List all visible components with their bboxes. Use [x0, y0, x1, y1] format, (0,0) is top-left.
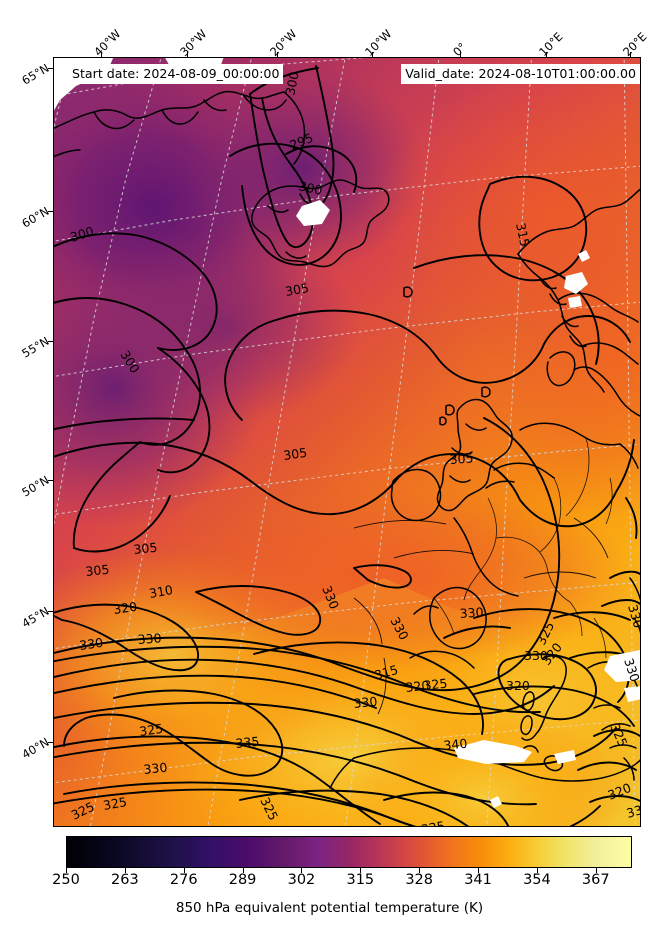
lon-tick-mark — [546, 52, 547, 57]
svg-text:335: 335 — [235, 734, 260, 751]
lat-tick-label: 45°N — [19, 603, 52, 631]
lon-tick-mark — [372, 52, 373, 57]
svg-text:330: 330 — [353, 694, 378, 711]
colorbar-tick-mark — [183, 868, 185, 873]
svg-text:305: 305 — [85, 562, 110, 579]
colorbar-tick-label: 289 — [228, 872, 257, 888]
colorbar-tick-mark — [66, 868, 67, 873]
colorbar-gradient — [67, 837, 631, 867]
lat-tick-label: 60°N — [19, 203, 52, 231]
lon-tick-label: 10°W — [362, 26, 395, 59]
svg-text:300: 300 — [68, 223, 95, 245]
colorbar-axis-label: 850 hPa equivalent potential temperature… — [175, 900, 484, 916]
lon-tick-label: 30°W — [177, 26, 210, 59]
svg-text:320: 320 — [506, 678, 530, 693]
svg-text:305: 305 — [133, 540, 158, 557]
svg-text:310: 310 — [148, 582, 174, 601]
lat-tick-label: 55°N — [19, 333, 52, 361]
lon-tick-mark — [277, 52, 278, 57]
colorbar-tick-label: 315 — [346, 872, 375, 888]
lat-tick-mark — [48, 611, 53, 612]
lon-tick-label: 20°W — [267, 26, 300, 59]
svg-text:330: 330 — [78, 635, 104, 653]
svg-text:330: 330 — [143, 760, 168, 777]
colorbar-tick-label: 328 — [405, 872, 434, 888]
svg-text:330: 330 — [137, 630, 162, 647]
svg-text:330: 330 — [524, 648, 548, 663]
lat-tick-label: 40°N — [19, 734, 52, 762]
lat-tick-mark — [48, 341, 53, 342]
svg-text:325: 325 — [423, 676, 448, 693]
colorbar-tick-label: 276 — [169, 872, 198, 888]
colorbar-tick-mark — [242, 868, 244, 873]
lon-tick-mark — [630, 52, 631, 57]
map-plot-area[interactable]: 295 300 300 300 300 305 305 305 305 305 … — [53, 57, 641, 827]
svg-text:305: 305 — [284, 280, 310, 299]
svg-text:300: 300 — [282, 70, 302, 97]
colorbar-tick-mark — [301, 868, 303, 873]
lat-tick-mark — [48, 480, 53, 481]
svg-text:330: 330 — [459, 604, 484, 621]
colorbar-tick-mark — [419, 868, 421, 873]
lat-tick-mark — [48, 68, 53, 69]
colorbar-tick-label: 263 — [111, 872, 139, 888]
lat-tick-label: 65°N — [19, 60, 52, 88]
svg-text:325: 325 — [420, 818, 446, 826]
colorbar-tick-label: 341 — [464, 872, 492, 888]
colorbar-tick-mark — [478, 868, 480, 873]
lat-tick-label: 50°N — [19, 472, 52, 500]
map-field: 295 300 300 300 300 305 305 305 305 305 … — [54, 58, 640, 826]
lon-tick-label: 40°W — [91, 26, 124, 59]
svg-text:325: 325 — [102, 794, 128, 813]
svg-text:340: 340 — [443, 736, 468, 753]
colorbar-tick-mark — [536, 868, 538, 873]
lat-tick-mark — [48, 742, 53, 743]
lon-tick-mark — [187, 52, 188, 57]
start-date-label: Start date: 2024-08-09_00:00:00 — [68, 64, 284, 84]
svg-text:300: 300 — [297, 178, 324, 198]
svg-text:320: 320 — [112, 599, 138, 617]
colorbar-tick-label: 302 — [287, 872, 316, 888]
colorbar-tick-label: 367 — [581, 872, 610, 888]
lon-tick-mark — [460, 52, 461, 57]
lon-tick-label: 10°E — [536, 29, 566, 59]
svg-text:320: 320 — [405, 678, 430, 695]
svg-text:315: 315 — [513, 222, 533, 248]
svg-text:330: 330 — [625, 800, 640, 821]
colorbar-tick-mark — [360, 868, 362, 873]
map-clip: 295 300 300 300 300 305 305 305 305 305 … — [54, 58, 640, 826]
lon-tick-mark — [101, 52, 102, 57]
colorbar-tick-mark — [124, 868, 126, 873]
svg-text:325: 325 — [138, 721, 164, 739]
svg-text:305: 305 — [449, 450, 474, 467]
colorbar-tick-label: 250 — [52, 872, 80, 888]
svg-text:315: 315 — [373, 662, 400, 683]
lat-tick-mark — [48, 211, 53, 212]
colorbar[interactable] — [66, 836, 632, 868]
colorbar-tick-label: 354 — [523, 872, 551, 888]
valid-date-label: Valid_date: 2024-08-10T01:00:00.00 — [401, 64, 640, 84]
lon-tick-label: 20°E — [620, 29, 650, 59]
colorbar-tick-mark — [595, 868, 597, 873]
svg-text:305: 305 — [282, 445, 308, 463]
